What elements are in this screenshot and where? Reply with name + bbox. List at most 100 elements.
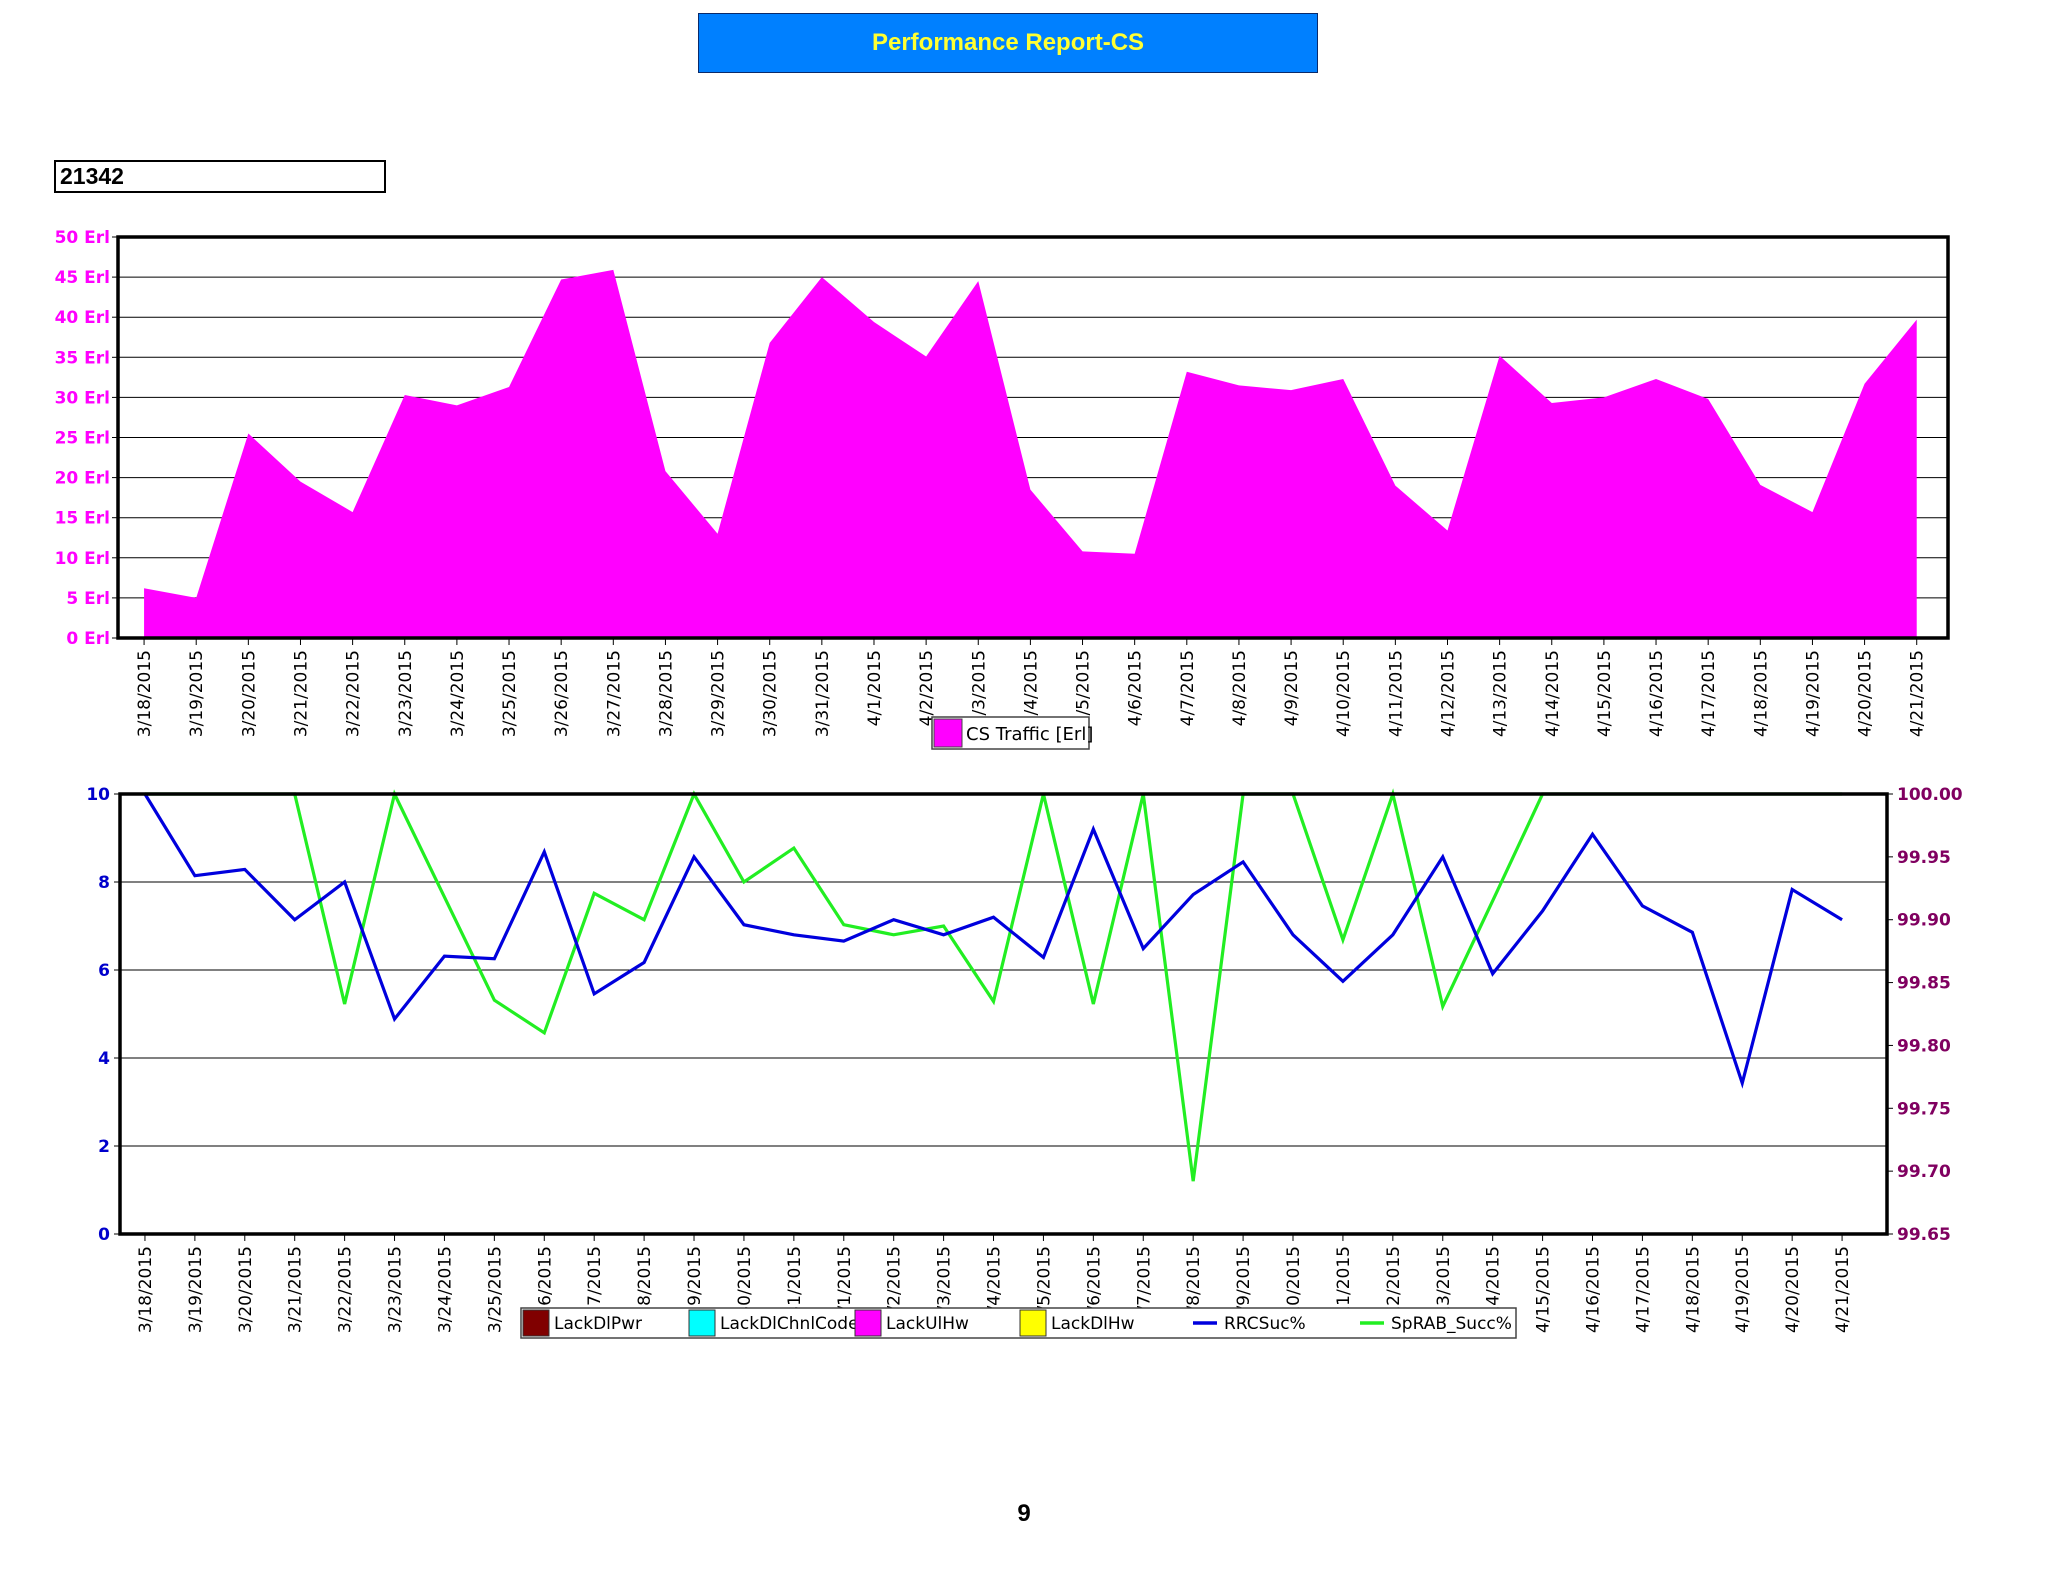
y-tick-label-right: 99.80: [1897, 1036, 1951, 1056]
kpi-line-chart: 0 2 4 6 8 10 99.65 99.70 99.75 99.80 99.85 99.90 99.…: [86, 785, 1963, 1339]
y-tick-label-right: 99.75: [1897, 1099, 1951, 1119]
page-number: 9: [1017, 1500, 1031, 1527]
x-tick-label: 4/15/2015: [1595, 650, 1615, 737]
x-tick-label: 3/23/2015: [386, 1246, 406, 1333]
legend-swatch-lackdlpwr: [522, 1309, 550, 1337]
x-tick-label: 4/4/2015: [985, 1246, 1005, 1322]
x-tick-label: 3/22/2015: [344, 650, 364, 737]
y-tick-label-left: 2: [98, 1137, 110, 1157]
x-tick-label: 3/19/2015: [187, 650, 207, 737]
chart-legend: CS Traffic [Erl]: [931, 716, 1093, 750]
x-tick-label: 4/9/2015: [1282, 650, 1302, 726]
x-tick-label: 3/21/2015: [291, 650, 311, 737]
x-tick-label: 3/20/2015: [239, 650, 259, 737]
x-tick-label: 3/20/2015: [236, 1246, 256, 1333]
y-tick-label: 15 Erl: [55, 509, 110, 529]
x-tick-label: 4/18/2015: [1683, 1246, 1703, 1333]
x-tick-label: 3/25/2015: [500, 650, 520, 737]
series-line-rrcsuc-: [143, 793, 1843, 1089]
x-tick-label: 4/4/2015: [1021, 650, 1041, 726]
y-tick-label-left: 8: [98, 873, 110, 893]
y-tick-label: 45 Erl: [55, 268, 110, 288]
x-tick-label: 4/3/2015: [935, 1246, 955, 1322]
legend-label-cs-traffic: CS Traffic [Erl]: [966, 724, 1093, 745]
x-tick-label: 4/2/2015: [917, 650, 937, 726]
x-tick-label: 3/24/2015: [435, 1246, 455, 1333]
x-tick-label: 4/8/2015: [1184, 1246, 1204, 1322]
y-tick-label: 0 Erl: [66, 629, 110, 649]
x-tick-label: 4/3/2015: [969, 650, 989, 726]
x-tick-label: 4/20/2015: [1856, 650, 1876, 737]
x-tick-label: 4/15/2015: [1534, 1246, 1554, 1333]
series-area-cs-traffic: [144, 269, 1917, 638]
x-tick-label: 3/26/2015: [552, 650, 572, 737]
x-tick-label: 4/12/2015: [1438, 650, 1458, 737]
x-tick-label: 4/16/2015: [1647, 650, 1667, 737]
report-title-banner: Performance Report-CS: [698, 13, 1318, 73]
x-tick-label: 4/9/2015: [1234, 1246, 1254, 1322]
y-tick-label: 5 Erl: [66, 589, 110, 609]
legend-swatch-lackdlhw: [1019, 1309, 1047, 1337]
legend-swatch-lackulhw: [854, 1309, 882, 1337]
x-tick-label: 4/8/2015: [1230, 650, 1250, 726]
y-tick-label-left: 0: [98, 1225, 110, 1245]
y-tick-label: 25 Erl: [55, 429, 110, 449]
y-tick-label-right: 99.65: [1897, 1225, 1951, 1245]
x-tick-label: 3/27/2015: [604, 650, 624, 737]
x-tick-label: 4/1/2015: [865, 650, 885, 726]
x-tick-label: 4/10/2015: [1334, 650, 1354, 737]
x-tick-label: 4/6/2015: [1126, 650, 1146, 726]
legend-label-lackdlpwr: LackDlPwr: [554, 1314, 642, 1334]
x-tick-label: 4/21/2015: [1833, 1246, 1853, 1333]
y-tick-label-left: 4: [98, 1049, 110, 1069]
y-tick-label-right: 99.95: [1897, 848, 1951, 868]
y-tick-label: 40 Erl: [55, 308, 110, 328]
plot-frame: [116, 235, 1950, 640]
x-tick-label: 3/23/2015: [396, 650, 416, 737]
chart-legend: LackDlPwr LackDlChnlCode LackUlHw LackDlHw R…: [520, 1307, 1517, 1339]
y-tick-label: 20 Erl: [55, 469, 110, 489]
y-tick-label: 10 Erl: [55, 549, 110, 569]
legend-label-lackulhw: LackUlHw: [886, 1314, 969, 1334]
x-tick-label: 4/1/2015: [835, 1246, 855, 1322]
x-tick-label: 4/18/2015: [1751, 650, 1771, 737]
x-tick-label: 3/19/2015: [186, 1246, 206, 1333]
x-tick-label: 3/28/2015: [656, 650, 676, 737]
x-tick-label: 4/16/2015: [1584, 1246, 1604, 1333]
x-tick-label: 3/30/2015: [761, 650, 781, 737]
x-tick-label: 4/5/2015: [1074, 650, 1094, 726]
x-tick-label: 4/19/2015: [1733, 1246, 1753, 1333]
cs-traffic-area-chart: 0 Erl 5 Erl 10 Erl 15 Erl 20 Erl 25 Erl 30 Erl…: [55, 228, 1950, 750]
x-tick-label: 4/11/2015: [1386, 650, 1406, 737]
x-tick-label: 4/14/2015: [1543, 650, 1563, 737]
x-tick-label: 3/24/2015: [448, 650, 468, 737]
y-tick-label: 35 Erl: [55, 348, 110, 368]
y-tick-label: 50 Erl: [55, 228, 110, 248]
x-tick-label: 4/20/2015: [1783, 1246, 1803, 1333]
x-tick-label: 3/22/2015: [336, 1246, 356, 1333]
cell-id-box: 21342: [54, 160, 386, 193]
y-tick-label-left: 6: [98, 961, 110, 981]
plot-frame: [118, 792, 1889, 1236]
x-tick-label: 3/29/2015: [709, 650, 729, 737]
x-tick-label: 4/21/2015: [1908, 650, 1928, 737]
legend-swatch-lackdlchnlcode: [688, 1309, 716, 1337]
y-tick-label-right: 99.85: [1897, 974, 1951, 994]
legend-swatch-cs-traffic: [933, 718, 963, 748]
x-tick-label: 3/25/2015: [485, 1246, 505, 1333]
x-tick-label: 3/31/2015: [813, 650, 833, 737]
x-tick-label: 4/19/2015: [1803, 650, 1823, 737]
legend-box: [520, 1307, 1517, 1339]
report-title: Performance Report-CS: [871, 29, 1145, 56]
x-tick-label: 4/7/2015: [1134, 1246, 1154, 1322]
x-tick-label: 3/21/2015: [286, 1246, 306, 1333]
x-tick-label: 4/5/2015: [1034, 1246, 1054, 1322]
x-tick-label: 4/6/2015: [1084, 1246, 1104, 1322]
y-tick-label-right: 99.90: [1897, 911, 1951, 931]
y-tick-label-left: 10: [86, 785, 110, 805]
y-tick-label-right: 99.70: [1897, 1162, 1951, 1182]
series-line-sprab-succ-: [144, 788, 1843, 1182]
x-tick-label: 4/2/2015: [885, 1246, 905, 1322]
legend-label-rrcsuc-: RRCSuc%: [1224, 1314, 1306, 1334]
y-tick-label: 30 Erl: [55, 388, 110, 408]
